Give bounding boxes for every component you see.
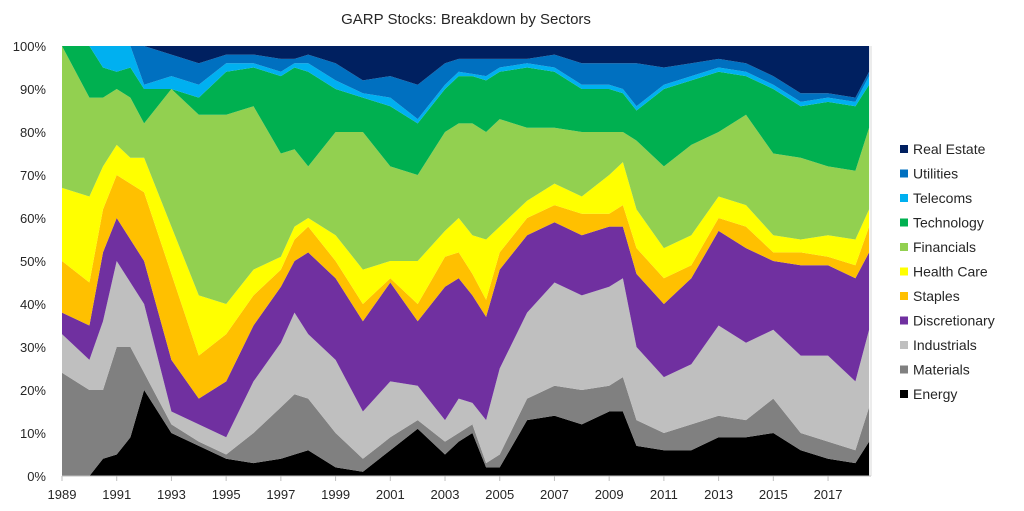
- x-tick-label: 2007: [540, 487, 569, 502]
- legend-label-industrials: Industrials: [913, 337, 977, 353]
- legend-swatch-industrials: [900, 341, 908, 349]
- legend-label-technology: Technology: [913, 215, 984, 231]
- area-financials: [62, 46, 870, 304]
- y-tick-label: 0%: [27, 469, 46, 484]
- y-axis: 0% 10% 20% 30% 40% 50% 60% 70% 80% 90% 100%: [13, 39, 47, 484]
- legend-label-staples: Staples: [913, 288, 960, 304]
- x-tick-label: 2011: [650, 487, 678, 502]
- y-tick-label: 80%: [20, 125, 46, 140]
- area-industrials: [62, 261, 870, 464]
- legend-swatch-technology: [900, 218, 908, 227]
- legend-swatch-discretionary: [900, 316, 908, 325]
- legend-swatch-staples: [900, 292, 908, 300]
- x-tick-label: 1997: [266, 487, 295, 502]
- legend-label-telecoms: Telecoms: [913, 190, 972, 206]
- legend-swatch-real-estate: [900, 145, 908, 153]
- x-tick-label: 2005: [485, 487, 514, 502]
- x-tick-label: 2001: [376, 487, 405, 502]
- y-tick-label: 60%: [20, 211, 46, 226]
- y-tick-label: 10%: [20, 426, 46, 441]
- y-tick-label: 50%: [20, 254, 46, 269]
- y-tick-label: 100%: [13, 39, 47, 54]
- legend-label-energy: Energy: [913, 386, 957, 402]
- legend-swatch-energy: [900, 390, 908, 398]
- legend-swatch-materials: [900, 365, 908, 374]
- chart-title: GARP Stocks: Breakdown by Sectors: [341, 11, 591, 28]
- x-tick-label: 2009: [595, 487, 624, 502]
- x-tick-label: 1995: [212, 487, 241, 502]
- x-tick-label: 1999: [321, 487, 350, 502]
- legend: Real Estate Utilities Telecoms Technology Fi…: [900, 141, 995, 402]
- area-staples: [62, 175, 870, 399]
- y-tick-label: 40%: [20, 297, 46, 312]
- y-tick-label: 20%: [20, 383, 46, 398]
- legend-label-health-care: Health Care: [913, 264, 988, 280]
- x-tick-label: 2013: [704, 487, 733, 502]
- legend-swatch-financials: [900, 243, 908, 251]
- x-axis: 1989 1991 1993 1995 1997 1999 2001 2003 2005 2007…: [48, 476, 843, 502]
- legend-label-real-estate: Real Estate: [913, 141, 986, 157]
- legend-label-discretionary: Discretionary: [913, 313, 995, 329]
- area-real-estate: [62, 46, 870, 98]
- area-health-care: [62, 144, 870, 356]
- area-utilities: [62, 46, 870, 120]
- x-tick-label: 2017: [814, 487, 843, 502]
- legend-label-materials: Materials: [913, 362, 970, 378]
- legend-swatch-utilities: [900, 169, 908, 178]
- legend-label-financials: Financials: [913, 239, 976, 255]
- legend-swatch-telecoms: [900, 194, 908, 202]
- area-materials: [62, 347, 870, 476]
- area-technology: [62, 46, 870, 175]
- x-tick-label: 2003: [431, 487, 460, 502]
- area-energy: [62, 390, 870, 476]
- x-tick-label: 1993: [157, 487, 186, 502]
- plot-area: [62, 46, 870, 476]
- x-tick-label: 1989: [48, 487, 77, 502]
- y-tick-label: 90%: [20, 82, 46, 97]
- legend-swatch-health-care: [900, 267, 908, 276]
- x-tick-label: 2015: [759, 487, 788, 502]
- area-discretionary: [62, 218, 870, 438]
- x-tick-label: 1991: [102, 487, 131, 502]
- y-tick-label: 70%: [20, 168, 46, 183]
- y-tick-label: 30%: [20, 340, 46, 355]
- legend-label-utilities: Utilities: [913, 166, 958, 182]
